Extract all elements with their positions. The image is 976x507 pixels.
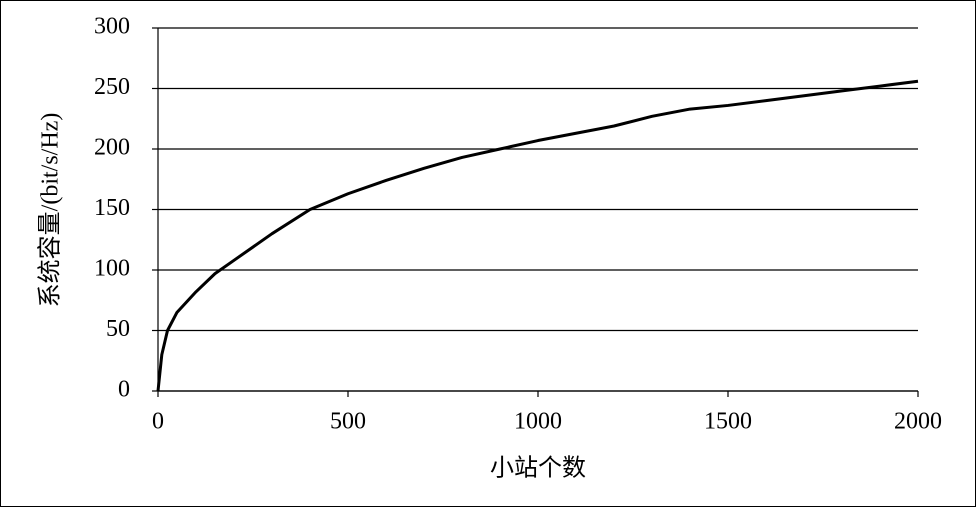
- x-tick-label: 500: [330, 409, 366, 435]
- x-tick-label: 2000: [894, 409, 942, 435]
- y-axis-label: 系统容量/(bit/s/Hz): [37, 113, 64, 308]
- x-axis-label: 小站个数: [490, 455, 586, 482]
- y-tick-label: 200: [94, 135, 130, 161]
- x-tick-label: 1000: [514, 409, 562, 435]
- y-tick-label: 150: [94, 195, 130, 221]
- y-tick-label: 100: [94, 256, 130, 282]
- line: [156, 79, 919, 392]
- y-tick-label: 250: [94, 74, 130, 100]
- y-tick-label: 300: [94, 14, 130, 40]
- x-tick-label: 0: [152, 409, 164, 435]
- y-tick-label: 50: [106, 316, 130, 342]
- x-tick-label: 1500: [704, 409, 752, 435]
- y-tick-label: 0: [118, 377, 130, 403]
